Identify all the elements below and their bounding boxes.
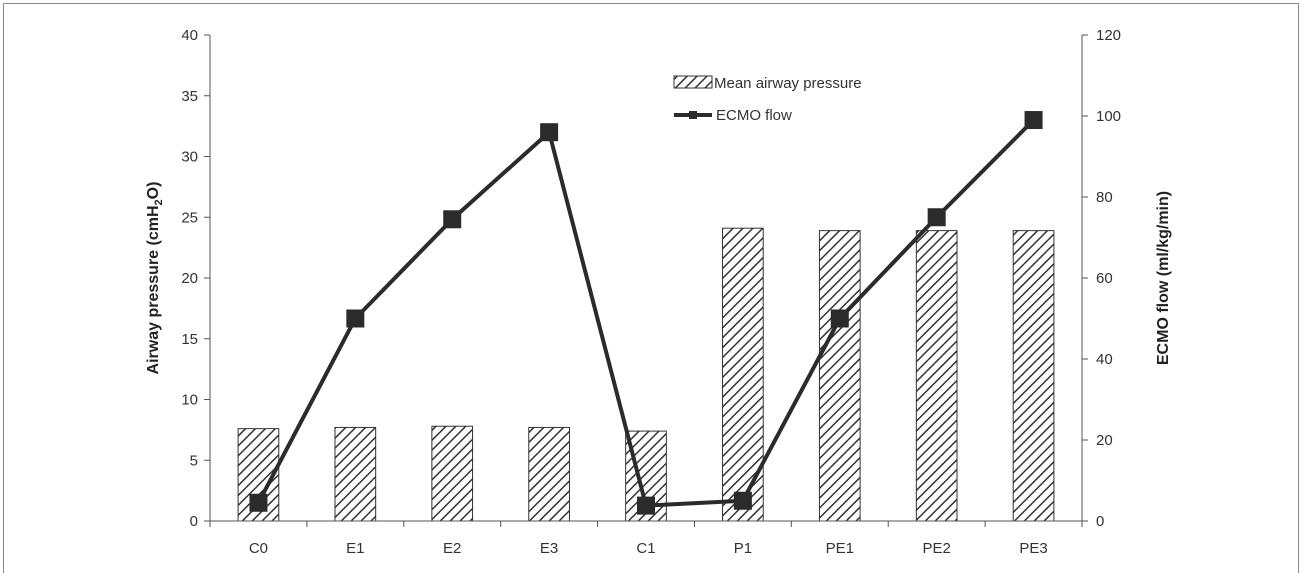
- y-left-tick-label: 15: [181, 331, 198, 348]
- y-right-tick-label: 40: [1096, 351, 1113, 368]
- y-left-tick-label: 0: [190, 513, 198, 530]
- ecmo-point-E1: [346, 309, 365, 328]
- bar-E2: [431, 425, 474, 522]
- x-tick-label: E3: [540, 540, 558, 557]
- y-left-tick-label: 5: [190, 452, 198, 469]
- x-tick-label: PE1: [826, 540, 854, 557]
- y-right-tick-label: 100: [1096, 108, 1121, 125]
- x-tick-label: E2: [443, 540, 461, 557]
- y-left-tick-label: 35: [181, 88, 198, 105]
- y-right-tick-label: 60: [1096, 270, 1113, 287]
- y-axis-right-ticks: 0 20 40 60 80 100 120: [1082, 27, 1121, 530]
- ecmo-point-E2: [443, 210, 462, 229]
- y-axis-left-ticks: 0 5 10 15 20 25 30 35 40: [181, 27, 210, 530]
- x-axis-labels: C0 E1 E2 E3 C1 P1 PE1 PE2 PE3: [249, 540, 1048, 557]
- bar-series: [237, 227, 1055, 522]
- x-tick-label: C1: [636, 540, 655, 557]
- y-right-tick-label: 80: [1096, 189, 1113, 206]
- ecmo-point-C1: [637, 496, 655, 515]
- line-series: [249, 111, 1043, 515]
- ecmo-point-PE3: [1024, 111, 1043, 130]
- legend-line-marker: [689, 111, 697, 119]
- legend-line-label: ECMO flow: [716, 107, 792, 124]
- bar-PE1: [818, 230, 861, 522]
- y-axis-right-title: ECMO flow (ml/kg/min): [1155, 191, 1172, 365]
- ecmo-point-P1: [733, 491, 752, 510]
- legend: Mean airway pressure ECMO flow: [673, 75, 862, 124]
- bar-PE3: [1012, 230, 1055, 522]
- y-left-tick-label: 40: [181, 27, 198, 44]
- legend-bar-swatch: [673, 75, 713, 89]
- ecmo-point-PE2: [927, 208, 946, 227]
- ecmo-point-PE1: [830, 309, 849, 328]
- x-tick-label: E1: [346, 540, 364, 557]
- ecmo-point-C0: [249, 493, 268, 512]
- ecmo-point-E3: [540, 123, 559, 142]
- bar-E3: [528, 426, 570, 522]
- y-left-tick-label: 10: [181, 392, 198, 409]
- x-tick-label: P1: [734, 540, 752, 557]
- x-tick-label: PE2: [922, 540, 950, 557]
- y-left-tick-label: 20: [181, 270, 198, 287]
- axes: [209, 35, 1083, 527]
- x-tick-label: PE3: [1019, 540, 1047, 557]
- y-axis-left-title: Airway pressure (cmH2O): [145, 182, 165, 375]
- x-tick-label: C0: [249, 540, 268, 557]
- bar-PE2: [915, 230, 958, 522]
- y-right-tick-label: 0: [1096, 513, 1104, 530]
- legend-bar-label: Mean airway pressure: [714, 75, 862, 92]
- bar-E1: [334, 426, 377, 522]
- y-right-tick-label: 20: [1096, 432, 1113, 449]
- y-left-tick-label: 25: [181, 209, 198, 226]
- y-right-tick-label: 120: [1096, 27, 1121, 44]
- y-left-tick-label: 30: [181, 149, 198, 166]
